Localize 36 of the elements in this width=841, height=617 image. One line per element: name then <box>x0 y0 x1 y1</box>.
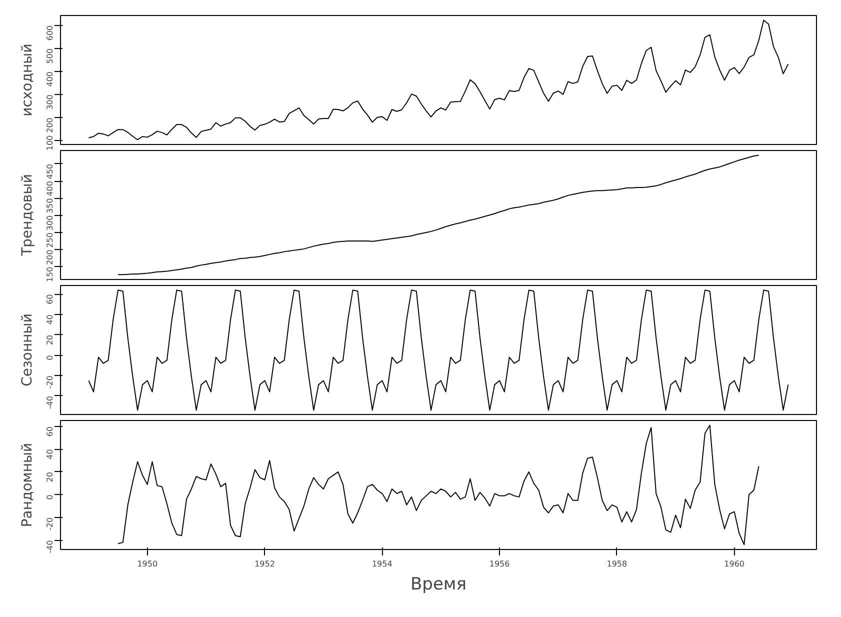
x-tick-label: 1958 <box>606 560 628 568</box>
x-tick-label: 1960 <box>724 560 745 568</box>
y-tick-label: 40 <box>46 449 54 460</box>
x-tick-label: 1950 <box>137 560 158 568</box>
y-tick-label: 400 <box>46 71 54 87</box>
y-axis-title: Сезонный <box>20 314 36 386</box>
y-tick-label: 450 <box>46 164 54 180</box>
y-tick-label: 400 <box>46 181 54 196</box>
y-tick-label: -20 <box>46 376 54 389</box>
y-tick-label: 20 <box>46 472 54 482</box>
y-tick-label: 200 <box>46 118 54 133</box>
y-tick-label: 600 <box>46 25 54 41</box>
y-tick-label: 350 <box>46 198 54 214</box>
y-tick-label: 200 <box>46 250 54 265</box>
y-axis-title: Рандомный <box>20 442 36 528</box>
y-axis-title: исходный <box>20 44 36 116</box>
y-tick-label: -40 <box>46 540 54 554</box>
y-tick-label: 250 <box>46 232 54 248</box>
y-tick-label: 150 <box>46 266 54 282</box>
y-tick-label: 20 <box>46 334 54 346</box>
y-tick-label: 500 <box>46 48 54 64</box>
y-tick-label: 100 <box>46 135 54 150</box>
y-tick-label: 40 <box>46 314 54 325</box>
y-axis-title: Трендовый <box>20 174 36 257</box>
x-tick-label: 1954 <box>372 560 392 568</box>
x-tick-label: 1956 <box>489 560 510 568</box>
y-tick-label: 0 <box>46 355 54 360</box>
x-tick-label: 1952 <box>254 560 275 568</box>
y-tick-label: 60 <box>46 426 54 437</box>
y-tick-label: -40 <box>46 396 54 409</box>
y-tick-label: 60 <box>46 294 54 304</box>
x-axis-title: Время <box>410 574 466 594</box>
y-tick-label: -20 <box>46 517 54 530</box>
y-tick-label: 300 <box>46 215 54 231</box>
y-tick-label: 300 <box>46 94 54 110</box>
y-tick-label: 0 <box>46 494 54 500</box>
